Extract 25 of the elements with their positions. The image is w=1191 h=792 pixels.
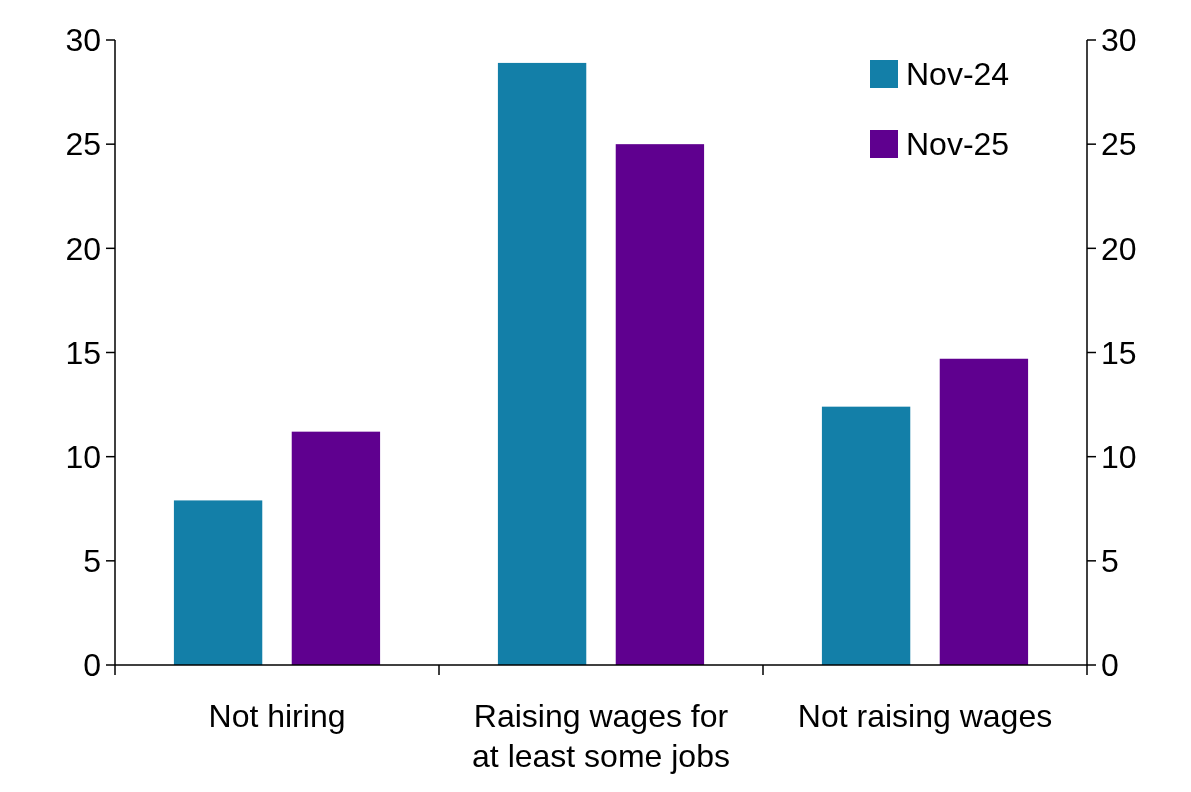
y-tick-label: 20 bbox=[65, 230, 101, 267]
bar bbox=[615, 144, 705, 665]
y2-tick-label: 0 bbox=[1101, 647, 1119, 684]
x-tick-label: Not raising wages bbox=[797, 698, 1053, 734]
y-tick-label: 5 bbox=[83, 543, 101, 580]
x-tick-label: Not hiring bbox=[208, 698, 346, 734]
x-tick-label: Raising wages for at least some jobs bbox=[472, 698, 730, 774]
y-tick-label: 25 bbox=[65, 126, 101, 163]
bar bbox=[291, 431, 381, 665]
y2-tick-label: 5 bbox=[1101, 543, 1119, 580]
legend-label: Nov-24 bbox=[906, 56, 1010, 93]
bar bbox=[173, 500, 263, 665]
y2-tick-label: 15 bbox=[1101, 334, 1137, 371]
y-tick-label: 10 bbox=[65, 438, 101, 475]
bar bbox=[939, 358, 1029, 665]
y2-tick-label: 10 bbox=[1101, 438, 1137, 475]
legend-label: Nov-25 bbox=[906, 126, 1010, 163]
y2-tick-label: 20 bbox=[1101, 230, 1137, 267]
y-tick-label: 15 bbox=[65, 334, 101, 371]
bar bbox=[497, 62, 587, 665]
y2-tick-label: 30 bbox=[1101, 22, 1137, 59]
y2-tick-label: 25 bbox=[1101, 126, 1137, 163]
y-tick-label: 0 bbox=[83, 647, 101, 684]
bar bbox=[821, 406, 911, 665]
y-tick-label: 30 bbox=[65, 22, 101, 59]
